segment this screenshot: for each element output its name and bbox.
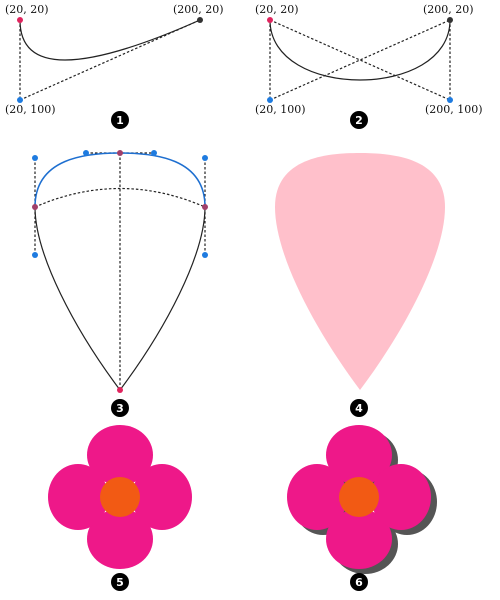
step-badge: [350, 399, 368, 417]
end-point-marker: [447, 17, 453, 23]
control-point-2-marker: [447, 97, 453, 103]
control-point-label: (20, 100): [5, 103, 56, 116]
tip-point-marker: [117, 387, 123, 393]
control-point-marker: [17, 97, 23, 103]
step-number: 2: [355, 114, 363, 127]
step-number: 4: [355, 402, 363, 415]
control-point-2-label: (200, 100): [425, 103, 483, 116]
panel-3-petal-construction: 3: [32, 150, 208, 417]
start-point-label: (20, 20): [5, 3, 49, 16]
panel-1-quadratic-curve: (20, 20) (200, 20) (20, 100) 1: [5, 3, 224, 129]
start-point-marker: [267, 17, 273, 23]
step-number: 3: [116, 402, 124, 415]
flower-center: [339, 477, 379, 517]
start-point-label: (20, 20): [255, 3, 299, 16]
step-badge: [111, 399, 129, 417]
end-point-label: (200, 20): [423, 3, 474, 16]
control-point-marker: [202, 155, 208, 161]
step-badge: [111, 573, 129, 591]
guide-line-control1-end: [269, 19, 451, 101]
control-point-marker: [32, 155, 38, 161]
control-point-marker: [83, 150, 89, 156]
step-badge: [350, 111, 368, 129]
control-point-1-label: (20, 100): [255, 103, 306, 116]
panel-2-cubic-curve: (20, 20) (200, 20) (20, 100) (200, 100) …: [255, 3, 483, 129]
flower-center: [100, 477, 140, 517]
step-badge: [111, 111, 129, 129]
control-point-1-marker: [267, 97, 273, 103]
cubic-curve: [269, 19, 451, 81]
step-number: 5: [116, 576, 124, 589]
pink-petal-shape: [275, 153, 445, 390]
panel-6-flower-with-shadow: 6: [287, 425, 437, 591]
start-point-marker: [17, 17, 23, 23]
panel-5-flower: 5: [48, 425, 192, 591]
control-point-marker: [32, 252, 38, 258]
petal-left-edge: [34, 206, 121, 391]
control-point-marker: [151, 150, 157, 156]
dotted-arc-guide: [34, 187, 206, 208]
quadratic-curve: [19, 19, 201, 61]
step-badge: [350, 573, 368, 591]
step-number: 6: [355, 576, 363, 589]
control-point-marker: [202, 252, 208, 258]
step-number: 1: [116, 114, 124, 127]
petal-right-edge: [119, 206, 206, 391]
end-point-marker: [197, 17, 203, 23]
panel-4-filled-petal: 4: [275, 153, 445, 417]
anchor-point-marker: [32, 204, 38, 210]
anchor-point-marker: [202, 204, 208, 210]
end-point-label: (200, 20): [173, 3, 224, 16]
anchor-point-marker: [117, 150, 123, 156]
guide-line-start-control2: [269, 19, 451, 101]
